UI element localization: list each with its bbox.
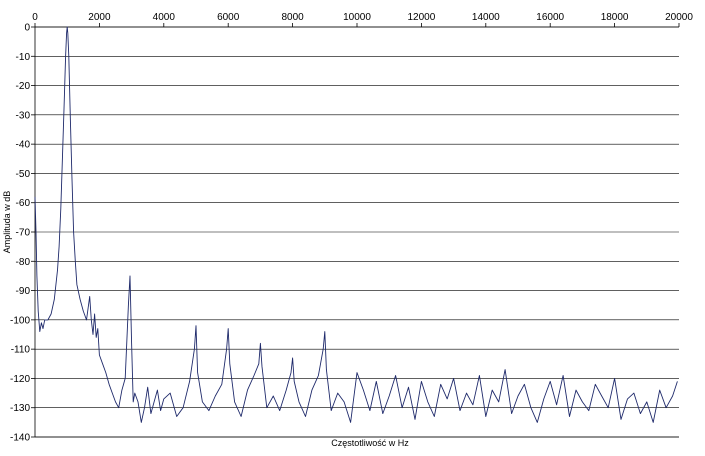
y-tick-label: -10 (16, 52, 31, 63)
y-tick-label: -140 (10, 433, 30, 444)
x-tick-label: 6000 (217, 12, 240, 23)
x-tick-label: 12000 (407, 12, 435, 23)
y-tick-label: -70 (16, 228, 31, 239)
y-tick-label: -60 (16, 198, 31, 209)
y-tick-label: -80 (16, 257, 31, 268)
x-axis-title: Częstotliwość w Hz (331, 438, 409, 448)
y-tick-label: 0 (24, 23, 30, 34)
y-tick-label: -20 (16, 81, 31, 92)
y-tick-label: -90 (16, 286, 31, 297)
y-tick-label: -50 (16, 169, 31, 180)
y-axis-ticks: 0 -10 -20 -30 -40 -50 -60 -70 -80 -90 -100 -110 -120… (10, 23, 35, 444)
x-axis-ticks: 0 2000 4000 6000 8000 10000 12000 14000 16000 180… (32, 12, 693, 27)
x-tick-label: 10000 (343, 12, 371, 23)
x-tick-label: 16000 (536, 12, 564, 23)
x-tick-label: 20000 (665, 12, 693, 23)
x-tick-label: 8000 (281, 12, 304, 23)
y-tick-label: -120 (10, 374, 30, 385)
x-tick-label: 0 (32, 12, 38, 23)
x-tick-label: 18000 (601, 12, 629, 23)
series-line-0 (34, 26, 678, 423)
y-tick-label: -30 (16, 110, 31, 121)
x-tick-label: 4000 (153, 12, 176, 23)
x-tick-label: 2000 (88, 12, 111, 23)
series-layer (34, 26, 678, 423)
y-tick-label: -130 (10, 403, 30, 414)
y-tick-label: -40 (16, 140, 31, 151)
x-tick-label: 14000 (472, 12, 500, 23)
y-tick-label: -100 (10, 315, 30, 326)
y-tick-label: -110 (11, 345, 31, 356)
y-axis-title: Amplituda w dB (2, 191, 12, 254)
